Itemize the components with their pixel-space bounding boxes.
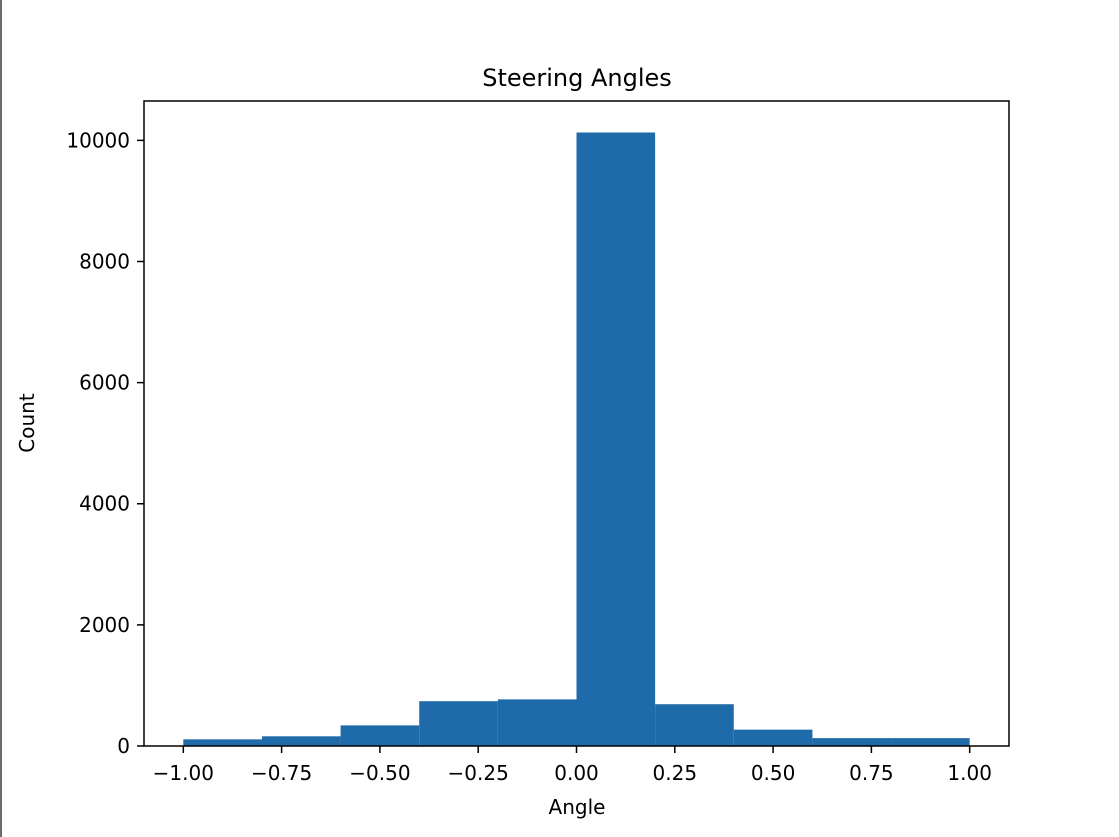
x-tick-label: −0.25: [448, 761, 509, 785]
histogram-bar: [576, 132, 656, 747]
x-tick-label: −1.00: [153, 761, 214, 785]
histogram-bar: [340, 725, 420, 746]
histogram-bar: [183, 739, 262, 746]
histogram-bar: [261, 736, 341, 746]
chart-title: Steering Angles: [482, 64, 672, 92]
x-tick-label: −0.50: [349, 761, 410, 785]
y-tick-label: 10000: [66, 128, 130, 152]
histogram-bar: [812, 738, 892, 746]
x-tick-label: 1.00: [947, 761, 992, 785]
y-tick-label: 0: [117, 734, 130, 758]
x-tick-label: 0.75: [849, 761, 894, 785]
histogram-bar: [891, 738, 970, 746]
histogram-bar: [419, 701, 498, 746]
x-tick-label: 0.00: [554, 761, 599, 785]
y-tick-label: 4000: [79, 492, 130, 516]
x-axis-label: Angle: [549, 795, 606, 819]
y-axis: 0 2000 4000 6000 8000 10000: [66, 128, 144, 758]
histogram-bar: [655, 704, 734, 746]
x-tick-label: 0.25: [653, 761, 698, 785]
y-tick-label: 2000: [79, 613, 130, 637]
bars-group: [183, 132, 970, 747]
y-tick-label: 6000: [79, 371, 130, 395]
x-tick-label: 0.50: [751, 761, 796, 785]
histogram-bar: [733, 729, 813, 746]
x-tick-label: −0.75: [251, 761, 312, 785]
x-axis: −1.00 −0.75 −0.50 −0.25 0.00 0.25 0.50 0.75 1.00: [153, 746, 992, 785]
histogram-bar: [497, 699, 577, 746]
y-tick-label: 8000: [79, 249, 130, 273]
y-axis-label: Count: [15, 393, 39, 453]
